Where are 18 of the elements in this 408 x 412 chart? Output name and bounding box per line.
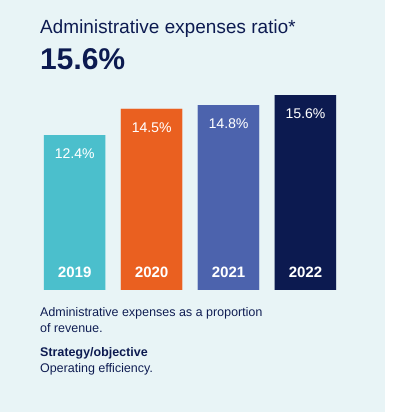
text: Operating efficiency. — [40, 361, 153, 375]
data-label: 14.8% — [208, 115, 248, 131]
data-label: 15.6% — [286, 105, 326, 121]
x-tick-label: 2019 — [58, 264, 92, 281]
chart-subtitle: 15.6% — [40, 43, 126, 76]
text: Administrative expenses as a proportion — [40, 305, 262, 319]
data-label: 12.4% — [54, 145, 94, 161]
bar — [120, 108, 182, 290]
x-tick-label: 2020 — [134, 264, 168, 281]
bar — [274, 95, 336, 290]
x-tick-label: 2021 — [212, 264, 246, 281]
bar — [198, 105, 260, 290]
text: of revenue. — [40, 321, 103, 335]
chart-title: Administrative expenses ratio* — [40, 17, 296, 38]
data-label: 14.5% — [132, 118, 172, 135]
x-tick-label: 2022 — [288, 264, 322, 281]
bar — [44, 135, 106, 290]
text: Strategy/objective — [40, 345, 148, 359]
